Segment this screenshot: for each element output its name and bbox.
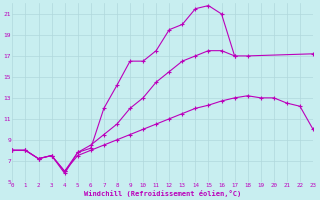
X-axis label: Windchill (Refroidissement éolien,°C): Windchill (Refroidissement éolien,°C) <box>84 190 241 197</box>
